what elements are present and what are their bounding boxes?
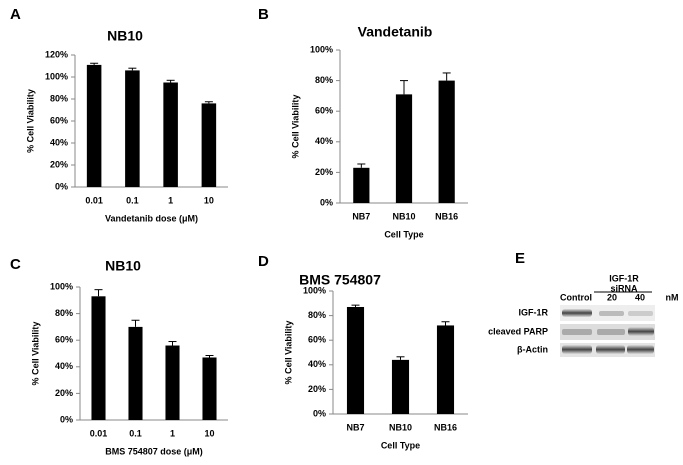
y-tick-label: 80%	[315, 75, 333, 85]
y-tick-label: 40%	[308, 359, 326, 369]
x-tick-label: NB7	[352, 211, 370, 221]
bar	[86, 64, 102, 187]
y-tick-label: 40%	[315, 136, 333, 146]
x-tick-label: 10	[204, 195, 214, 205]
row-label: cleaved PARP	[488, 326, 548, 336]
bar	[438, 80, 455, 203]
y-tick-label: 60%	[308, 335, 326, 345]
bar	[391, 359, 410, 414]
band	[627, 345, 654, 354]
bar	[353, 167, 370, 203]
lane-label: 20	[607, 292, 617, 302]
y-axis-label: % Cell Viability	[30, 322, 40, 386]
y-tick-label: 100%	[45, 71, 68, 81]
y-tick-label: 20%	[308, 384, 326, 394]
bar	[125, 70, 140, 187]
band	[562, 309, 592, 317]
bar	[201, 103, 217, 187]
y-tick-label: 0%	[55, 181, 68, 191]
y-axis-label: % Cell Viability	[283, 321, 293, 385]
bar	[163, 82, 178, 187]
y-axis-label: % Cell Viability	[25, 89, 35, 153]
bar	[436, 325, 455, 414]
x-tick-label: NB16	[435, 211, 458, 221]
chart-title: Vandetanib	[358, 24, 433, 40]
panel-label: B	[258, 6, 269, 23]
band	[562, 329, 592, 335]
band	[597, 329, 625, 335]
x-tick-label: NB10	[389, 422, 412, 432]
y-tick-label: 100%	[50, 281, 73, 291]
row-label: IGF-1R	[518, 307, 548, 317]
panel-label: E	[515, 250, 525, 267]
x-axis-label: Vandetanib dose (μM)	[105, 213, 198, 223]
x-tick-label: 1	[170, 428, 175, 438]
x-axis-label: Cell Type	[384, 229, 423, 239]
chart-title: NB10	[107, 28, 143, 44]
y-tick-label: 60%	[315, 106, 333, 116]
x-tick-label: 10	[204, 428, 214, 438]
bar	[346, 306, 365, 414]
bar	[395, 94, 413, 203]
band	[628, 327, 654, 336]
x-axis-label: BMS 754807 dose (μM)	[105, 446, 203, 456]
x-tick-label: 0.01	[85, 195, 103, 205]
y-tick-label: 20%	[55, 388, 73, 398]
y-tick-label: 100%	[303, 285, 326, 295]
panel-label: D	[258, 253, 269, 270]
y-tick-label: 80%	[308, 310, 326, 320]
x-tick-label: 0.1	[129, 428, 142, 438]
lane-label: 40	[635, 292, 645, 302]
chart-title: BMS 754807	[299, 272, 381, 288]
x-tick-label: 0.1	[126, 195, 139, 205]
band	[599, 311, 624, 316]
x-tick-label: 1	[168, 195, 173, 205]
lane-label: Control	[560, 292, 592, 302]
y-tick-label: 20%	[50, 159, 68, 169]
band	[562, 345, 592, 354]
y-tick-label: 120%	[45, 49, 68, 59]
panel-label: A	[10, 6, 21, 23]
chart-title: NB10	[105, 258, 141, 274]
y-tick-label: 80%	[55, 308, 73, 318]
x-tick-label: NB10	[392, 211, 415, 221]
y-tick-label: 40%	[50, 137, 68, 147]
x-tick-label: NB7	[346, 422, 364, 432]
y-tick-label: 40%	[55, 361, 73, 371]
bar	[91, 296, 106, 420]
y-tick-label: 0%	[313, 408, 326, 418]
x-tick-label: 0.01	[90, 428, 108, 438]
y-tick-label: 100%	[310, 44, 333, 54]
y-axis-label: % Cell Viability	[290, 95, 300, 159]
x-axis-label: Cell Type	[381, 440, 420, 450]
x-tick-label: NB16	[434, 422, 457, 432]
bar	[165, 345, 180, 420]
band	[596, 345, 625, 354]
band	[628, 311, 653, 316]
y-tick-label: 0%	[320, 197, 333, 207]
y-tick-label: 60%	[55, 335, 73, 345]
western-blot: E IGF-1R siRNA Control 20 40 nM IGF-1R c…	[488, 250, 679, 357]
y-tick-label: 60%	[50, 115, 68, 125]
y-tick-label: 0%	[60, 414, 73, 424]
unit-label: nM	[666, 292, 679, 302]
bar	[202, 357, 217, 420]
panel-label: C	[10, 256, 21, 273]
row-label: β-Actin	[517, 344, 548, 354]
treatment-type: siRNA	[610, 283, 638, 293]
y-tick-label: 20%	[315, 167, 333, 177]
y-tick-label: 80%	[50, 93, 68, 103]
bar	[128, 326, 143, 420]
treatment-label: IGF-1R	[609, 273, 639, 283]
